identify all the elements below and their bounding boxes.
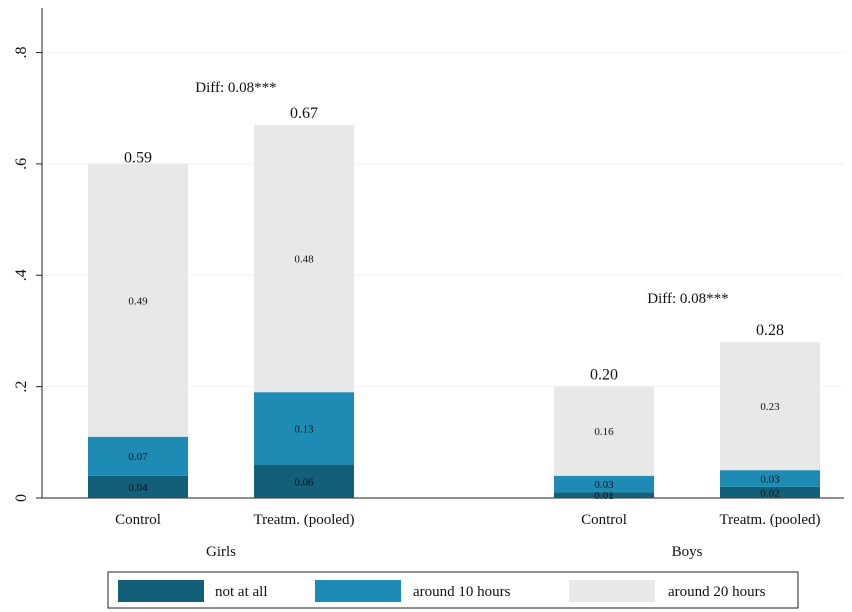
diff-annotation: Diff: 0.08***: [647, 291, 728, 307]
bar-segment: [88, 163, 188, 437]
bar-total-label: 0.28: [756, 322, 784, 339]
bar-segment: [88, 475, 188, 498]
segment-value-label: 0.01: [594, 490, 613, 502]
group-label: Girls: [206, 544, 236, 560]
x-category-label: Treatm. (pooled): [253, 512, 354, 528]
bar-segment: [554, 475, 654, 493]
legend: not at all around 10 hours around 20 hours: [107, 571, 799, 609]
segment-value-label: 0.13: [294, 423, 314, 435]
bar-total-label: 0.67: [290, 105, 318, 122]
y-tick-label: 0: [13, 494, 30, 502]
segment-value-label: 0.04: [128, 482, 148, 494]
segment-value-label: 0.23: [760, 401, 780, 413]
bar-segment: [720, 486, 820, 498]
segment-value-label: 0.03: [760, 474, 780, 486]
y-axis: 0 .2 .4 .6 .8: [13, 8, 844, 502]
y-tick-label: .8: [13, 47, 30, 59]
y-tick-label: .6: [13, 158, 30, 170]
legend-swatch: [315, 580, 401, 602]
legend-box: [107, 571, 799, 609]
x-category-label: Treatm. (pooled): [719, 512, 820, 528]
x-category-label: Control: [581, 512, 627, 528]
segment-value-label: 0.02: [760, 487, 779, 499]
legend-label: around 20 hours: [668, 584, 766, 600]
bar-segment: [88, 436, 188, 476]
bars: [88, 124, 820, 498]
legend-swatch: [118, 580, 204, 602]
legend-label: not at all: [215, 584, 268, 600]
bar-segment: [720, 470, 820, 487]
segment-value-label: 0.03: [594, 479, 614, 491]
bar-segment: [554, 492, 654, 498]
bar-total-label: 0.59: [124, 149, 152, 166]
segment-value-label: 0.06: [294, 476, 314, 488]
segment-value-label: 0.49: [128, 295, 148, 307]
bar-labels: 0.04 0.07 0.49 0.59 Control 0.06 0.13 0.48 0.67 T…: [115, 80, 820, 560]
x-category-label: Control: [115, 512, 161, 528]
legend-label: around 10 hours: [413, 584, 511, 600]
bar-segment: [254, 464, 354, 498]
y-tick-label: .2: [13, 381, 30, 393]
bar-segment: [554, 386, 654, 476]
segment-value-label: 0.48: [294, 254, 314, 266]
bar-segment: [254, 392, 354, 465]
legend-swatch: [569, 580, 655, 602]
bar-segment: [254, 124, 354, 393]
bar-segment: [720, 342, 820, 471]
group-label: Boys: [672, 544, 703, 560]
segment-value-label: 0.07: [128, 451, 148, 463]
y-tick-label: .4: [13, 269, 30, 281]
bar-total-label: 0.20: [590, 367, 618, 384]
diff-annotation: Diff: 0.08***: [195, 80, 276, 96]
segment-value-label: 0.16: [594, 426, 614, 438]
